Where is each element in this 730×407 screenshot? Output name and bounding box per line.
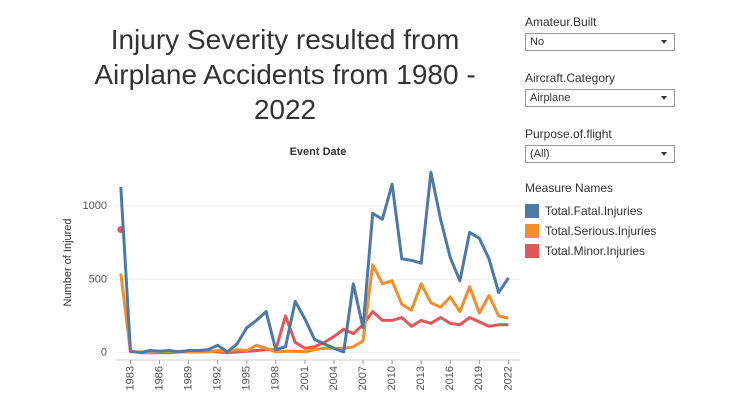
filter-dropdown[interactable]: (All) — [525, 145, 675, 163]
legend-swatch — [525, 224, 539, 238]
legend-swatch — [525, 244, 539, 258]
filter: Purpose.of.flight (All) — [525, 127, 675, 163]
series-line — [140, 310, 509, 355]
series-line — [119, 170, 510, 355]
legend-item[interactable]: Total.Minor.Injuries — [525, 241, 656, 261]
header: Event Date — [290, 146, 347, 158]
x-tick-label: 2001 — [299, 366, 311, 390]
y-tick-label: 0 — [101, 347, 107, 359]
legend-title: Measure Names — [525, 181, 614, 195]
x-tick-label: 1986 — [153, 366, 165, 390]
legend-item[interactable]: Total.Serious.Injuries — [525, 221, 656, 241]
x-tick-label: 1983 — [124, 366, 136, 390]
filter-dropdown[interactable]: No — [525, 33, 675, 51]
y-tick-label: 1000 — [83, 200, 107, 212]
x-tick-label: 2007 — [357, 366, 369, 390]
y-axis-label: Number of Injured — [62, 218, 74, 306]
x-tick-label: 2004 — [328, 366, 340, 390]
x-tick-label: 2019 — [473, 366, 485, 390]
x-tick-label: 1995 — [241, 366, 253, 390]
filter-dropdown[interactable]: Airplane — [525, 89, 675, 107]
x-tick-label: 2016 — [444, 366, 456, 390]
filter-label: Aircraft.Category — [525, 71, 616, 85]
legend-label: Total.Fatal.Injuries — [545, 204, 643, 218]
filter: Aircraft.Category Airplane — [525, 71, 675, 107]
legend-swatch — [525, 204, 539, 218]
legend-label: Total.Serious.Injuries — [545, 224, 657, 238]
x-tick-label: 1998 — [270, 366, 282, 390]
x-tick-label: 2013 — [415, 366, 427, 390]
x-tick-label: 1992 — [212, 366, 224, 390]
chart: Event Date Number of Injured 0 500 1000 1983 1… — [62, 146, 520, 390]
filter: Amateur.Built No — [525, 15, 675, 51]
legend-label: Total.Minor.Injuries — [545, 244, 646, 258]
legend: Measure Names Total.Fatal.Injuries Total.S… — [525, 181, 656, 261]
legend-item[interactable]: Total.Fatal.Injuries — [525, 201, 656, 221]
y-tick-label: 500 — [89, 273, 107, 285]
x-tick-label: 1989 — [183, 366, 195, 390]
filter-label: Purpose.of.flight — [525, 127, 612, 141]
filter-label: Amateur.Built — [525, 15, 597, 29]
title: Injury Severity resulted from Airplane A… — [94, 24, 476, 125]
x-tick-label: 2010 — [386, 366, 398, 390]
x-tick-label: 2022 — [502, 366, 514, 390]
